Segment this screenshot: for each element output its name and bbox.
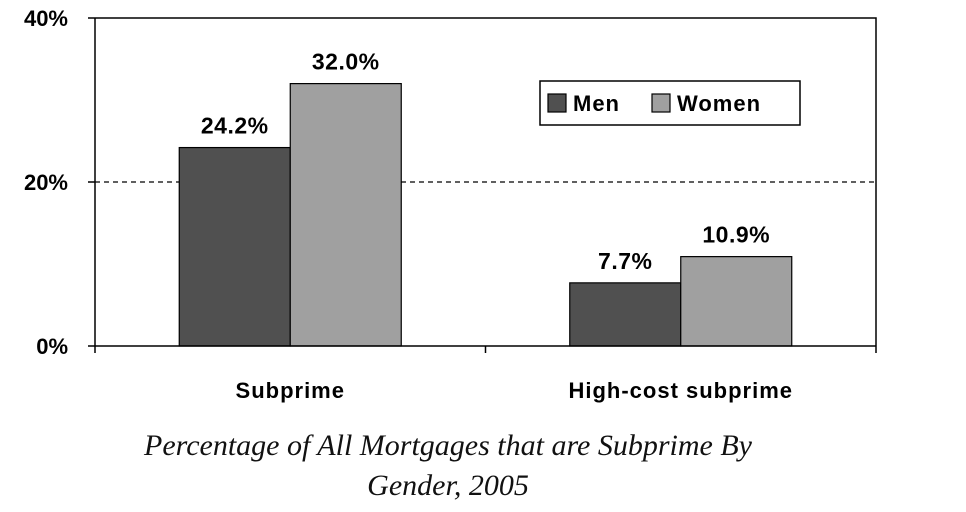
bar-women-1 — [680, 256, 793, 347]
y-tick-label-1: 20% — [24, 170, 68, 195]
data-labels-layer: 24.2% 32.0% 7.7% 10.9% — [201, 49, 770, 274]
legend-label-women: Women — [677, 91, 761, 116]
data-label-women-1: 10.9% — [702, 222, 770, 248]
bar-women-0 — [289, 82, 402, 347]
axes-layer: 0% 20% 40% Subprime High-cost subprime — [24, 6, 877, 403]
bar-chart: 24.2% 32.0% 7.7% 10.9% 0% 20% 40% Subprime High… — [24, 6, 877, 403]
chart-caption: Percentage of All Mortgages that are Sub… — [0, 426, 896, 506]
x-category-label-0: Subprime — [236, 378, 345, 403]
y-tick-label-0: 0% — [36, 334, 68, 359]
bars-layer — [178, 82, 793, 347]
bar-men-1 — [569, 282, 682, 347]
data-label-men-0: 24.2% — [201, 113, 269, 139]
plot-frame — [95, 17, 877, 346]
y-tick-label-2: 40% — [24, 6, 68, 31]
legend-label-men: Men — [573, 91, 620, 116]
bar-men-0 — [178, 146, 291, 347]
data-label-women-0: 32.0% — [312, 49, 380, 75]
legend: Men Women — [539, 80, 801, 126]
caption-line-2: Gender, 2005 — [367, 469, 529, 502]
data-label-men-1: 7.7% — [598, 248, 652, 274]
x-category-label-1: High-cost subprime — [568, 378, 793, 403]
legend-swatch-men — [547, 93, 567, 113]
caption-line-1: Percentage of All Mortgages that are Sub… — [144, 429, 752, 462]
legend-swatch-women — [651, 93, 671, 113]
